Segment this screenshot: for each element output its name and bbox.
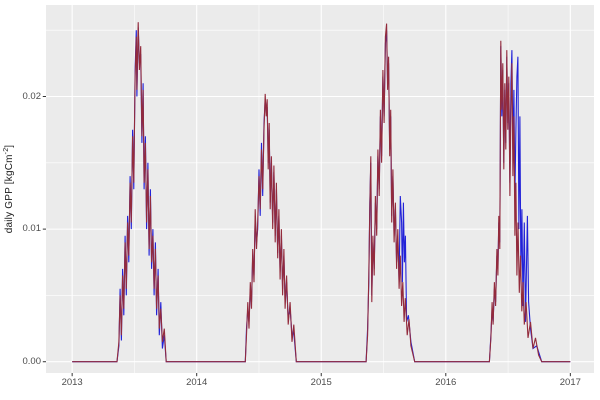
y-axis-title-bracket: ] — [4, 144, 16, 148]
y-tick-label-0.01: 0.01 — [22, 223, 42, 235]
x-tick-label-2016: 2016 — [435, 377, 457, 388]
x-tick-label-2014: 2014 — [186, 377, 208, 388]
y-axis-title-text: daily GPP [kgCm — [4, 154, 16, 234]
y-axis-title-superscript: -2 — [2, 147, 10, 155]
y-tick-label-0.00: 0.00 — [22, 355, 42, 367]
series-line-red — [72, 22, 571, 363]
x-tick-label-2013: 2013 — [61, 377, 83, 388]
x-tick-label-2015: 2015 — [310, 377, 332, 388]
x-tick-label-2017: 2017 — [559, 377, 581, 388]
y-axis-title: daily GPP [kgCm-2] — [3, 145, 15, 234]
y-tick-label-0.02: 0.02 — [22, 90, 42, 102]
